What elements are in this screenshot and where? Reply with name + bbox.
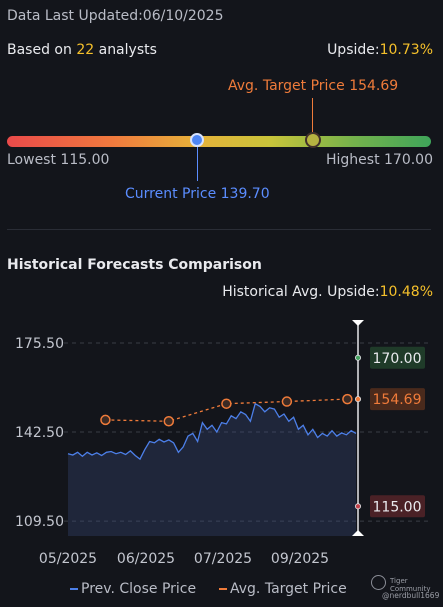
- historical-upside: Historical Avg. Upside:10.48%: [222, 284, 433, 300]
- legend-close-label: Prev. Close Price: [81, 581, 197, 597]
- based-prefix: Based on: [7, 42, 72, 58]
- x-tick-label: 07/2025: [194, 551, 252, 567]
- marker-value-label: 115.00: [373, 499, 422, 515]
- legend-target-swatch: [219, 588, 227, 590]
- target-point: [163, 416, 175, 427]
- current-price-label: Current Price 139.70: [125, 186, 270, 202]
- cursor-top-handle: [352, 320, 364, 326]
- target-point: [281, 396, 293, 407]
- target-point: [221, 398, 232, 409]
- close-price-line: [67, 402, 357, 461]
- based-suffix: analysts: [98, 42, 157, 58]
- analyst-summary: Based on 22 analysts: [7, 42, 157, 58]
- x-tick-label: 09/2025: [271, 551, 329, 567]
- marker-pill: [370, 495, 425, 518]
- current-connector: [197, 147, 198, 181]
- y-tick-label: 175.50: [15, 336, 64, 352]
- target-connector: [312, 98, 313, 134]
- target-price-marker: [305, 132, 321, 148]
- legend-close-swatch: [70, 588, 78, 590]
- forecast-chart: 175.50 142.50 109.50 170.00 154.69 115.00 05…: [15, 320, 432, 567]
- marker-pill: [370, 388, 425, 411]
- upside-value: 10.73%: [379, 42, 433, 58]
- marker-value-label: 154.69: [373, 392, 422, 408]
- target-point: [342, 393, 353, 405]
- upside: Upside:10.73%: [327, 42, 433, 58]
- legend-close[interactable]: Prev. Close Price: [70, 581, 196, 597]
- marker-value-label: 170.00: [373, 351, 422, 367]
- price-range-gauge: [7, 136, 431, 147]
- history-title: Historical Forecasts Comparison: [7, 257, 262, 273]
- tiger-logo-icon: [371, 575, 386, 590]
- historical-upside-label: Historical Avg. Upside:: [222, 284, 380, 300]
- target-price-line: [105, 398, 348, 422]
- legend-target[interactable]: Avg. Target Price: [219, 581, 347, 597]
- avg-target-label: Avg. Target Price 154.69: [228, 78, 399, 94]
- legend-target-label: Avg. Target Price: [230, 581, 347, 597]
- target-point: [100, 414, 111, 426]
- marker-pill: [370, 346, 425, 369]
- y-tick-label: 142.50: [15, 425, 64, 441]
- analyst-count: 22: [76, 42, 95, 58]
- close-price-area: [68, 403, 356, 536]
- marker-dot: [354, 354, 361, 361]
- marker-dot: [354, 503, 361, 510]
- x-tick-label: 06/2025: [117, 551, 175, 567]
- historical-upside-value: 10.48%: [379, 284, 433, 300]
- cursor-bottom-handle: [352, 530, 364, 536]
- watermark-brand: Tiger Community: [390, 577, 431, 593]
- section-divider: [7, 229, 431, 230]
- last-updated: Data Last Updated:06/10/2025: [7, 8, 224, 24]
- x-tick-label: 05/2025: [39, 551, 97, 567]
- y-tick-label: 109.50: [15, 514, 64, 530]
- highest-label: Highest 170.00: [325, 152, 433, 168]
- marker-dot: [354, 396, 361, 403]
- current-price-marker: [190, 133, 204, 147]
- upside-label: Upside:: [327, 42, 380, 58]
- watermark-user: @nerdbull1669: [382, 591, 440, 600]
- lowest-label: Lowest 115.00: [7, 152, 110, 168]
